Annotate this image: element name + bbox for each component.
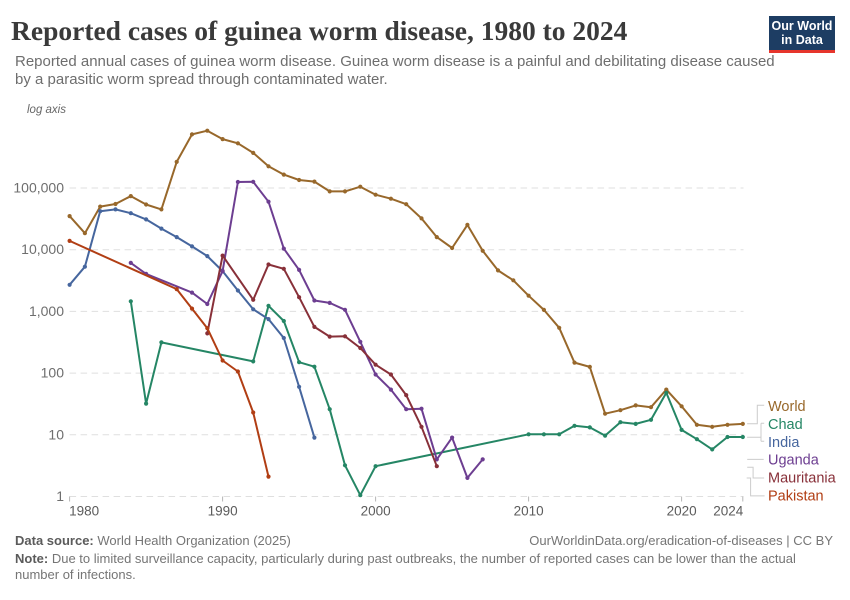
- svg-text:1,000: 1,000: [29, 303, 64, 319]
- svg-text:India: India: [768, 435, 800, 451]
- svg-text:2020: 2020: [667, 504, 697, 519]
- svg-text:100,000: 100,000: [13, 180, 64, 196]
- svg-text:1: 1: [56, 488, 64, 504]
- svg-text:10: 10: [48, 426, 64, 442]
- svg-text:10,000: 10,000: [21, 241, 64, 257]
- svg-text:1980: 1980: [69, 504, 99, 519]
- svg-text:100: 100: [41, 365, 65, 381]
- svg-text:Mauritania: Mauritania: [768, 471, 837, 487]
- svg-text:Uganda: Uganda: [768, 453, 820, 469]
- svg-text:2024: 2024: [713, 504, 744, 519]
- svg-text:1990: 1990: [208, 504, 238, 519]
- svg-text:2010: 2010: [514, 504, 544, 519]
- svg-text:Pakistan: Pakistan: [768, 489, 824, 505]
- svg-text:World: World: [768, 399, 806, 415]
- svg-text:Chad: Chad: [768, 417, 803, 433]
- svg-text:2000: 2000: [361, 504, 391, 519]
